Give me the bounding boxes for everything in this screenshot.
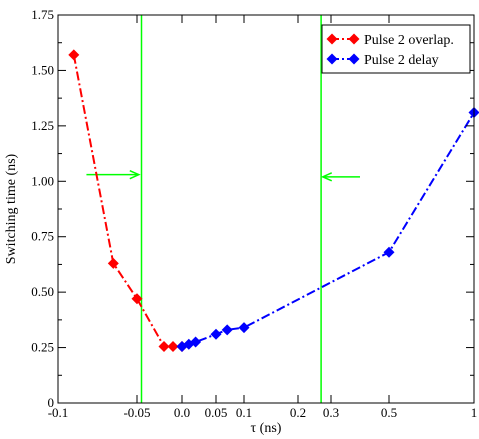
y-tick-label: 1.25 bbox=[31, 118, 54, 133]
data-point bbox=[210, 328, 222, 340]
data-point bbox=[190, 336, 202, 348]
y-axis: 0 0.25 0.50 0.75 1.00 1.25 1.50 1.75 bbox=[31, 7, 474, 410]
x-tick-label: 0.0 bbox=[174, 405, 190, 420]
legend-marker bbox=[326, 53, 338, 65]
arrow-head bbox=[320, 172, 333, 182]
legend-label: Pulse 2 overlap. bbox=[364, 33, 454, 48]
legend-marker bbox=[348, 33, 360, 45]
legend-box bbox=[321, 24, 471, 74]
legend-marker bbox=[348, 53, 360, 65]
y-axis-title: Switching time (ns) bbox=[4, 153, 19, 264]
data-point bbox=[158, 340, 170, 352]
y-tick-label: 0.75 bbox=[31, 229, 54, 244]
x-axis-title: τ (ns) bbox=[251, 421, 282, 436]
legend-marker bbox=[326, 33, 338, 45]
data-point bbox=[107, 257, 119, 269]
y-tick-label: 0 bbox=[48, 395, 55, 410]
x-tick-label: 0.5 bbox=[381, 405, 397, 420]
data-point bbox=[221, 324, 233, 336]
y-tick-label: 0.25 bbox=[31, 340, 54, 355]
y-tick-label: 1.00 bbox=[31, 173, 54, 188]
data-point bbox=[167, 340, 179, 352]
legend-label: Pulse 2 delay bbox=[364, 53, 439, 68]
x-tick-label: -0.05 bbox=[123, 405, 150, 420]
series-markers bbox=[68, 49, 479, 352]
y-tick-label: 1.75 bbox=[31, 7, 54, 22]
plot-area bbox=[58, 15, 474, 403]
x-tick-label: 0.3 bbox=[323, 405, 339, 420]
series-line bbox=[72, 54, 182, 348]
x-tick-label: 0.1 bbox=[236, 405, 252, 420]
y-tick-label: 1.50 bbox=[31, 62, 54, 77]
arrow-head bbox=[129, 169, 141, 180]
reference-lines bbox=[140, 15, 322, 403]
x-tick-label: 0.2 bbox=[290, 405, 306, 420]
y-tick-label: 0.50 bbox=[31, 284, 54, 299]
legend: Pulse 2 overlap. Pulse 2 delay bbox=[321, 24, 471, 74]
data-point bbox=[68, 49, 80, 61]
data-point bbox=[238, 322, 250, 334]
data-point bbox=[131, 293, 143, 305]
arrows bbox=[86, 169, 360, 182]
data-point bbox=[383, 246, 395, 258]
x-tick-label: 0.05 bbox=[205, 405, 228, 420]
x-tick-label: -0.1 bbox=[48, 405, 69, 420]
x-tick-label: 1 bbox=[471, 405, 478, 420]
x-axis: -0.1 -0.05 0.0 0.05 0.1 0.2 0.3 0.5 1 bbox=[48, 15, 478, 420]
